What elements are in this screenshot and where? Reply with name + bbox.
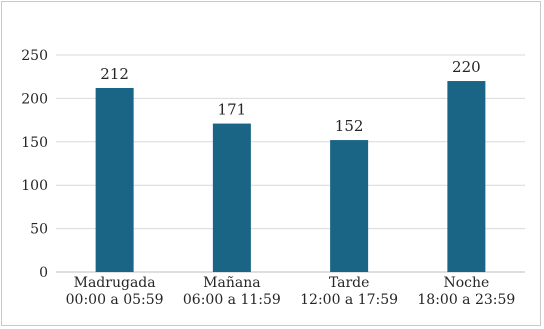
data-label: 171 bbox=[218, 101, 247, 119]
y-tick-label: 50 bbox=[30, 222, 48, 238]
bar bbox=[95, 87, 134, 272]
category-name-label: Madrugada bbox=[74, 275, 156, 291]
category-name-label: Noche bbox=[443, 275, 489, 291]
bar bbox=[330, 140, 369, 272]
y-tick-label: 150 bbox=[21, 135, 48, 151]
bar bbox=[447, 81, 486, 272]
y-tick-label: 200 bbox=[21, 91, 48, 107]
y-tick-label: 0 bbox=[39, 265, 48, 281]
data-labels: 212 171 152 220 bbox=[100, 58, 480, 135]
category-time-range-label: 18:00 a 23:59 bbox=[417, 292, 515, 308]
category-name-label: Tarde bbox=[329, 275, 370, 291]
category-time-range-label: 06:00 a 11:59 bbox=[183, 292, 281, 308]
y-tick-label: 100 bbox=[21, 178, 48, 194]
category-name-label: Mañana bbox=[203, 275, 260, 291]
gridlines bbox=[56, 54, 525, 273]
bar bbox=[212, 123, 251, 273]
data-label: 212 bbox=[100, 65, 129, 83]
y-axis-tick-labels: 0 50 100 150 200 250 bbox=[21, 48, 48, 281]
y-tick-label: 250 bbox=[21, 48, 48, 64]
category-time-range-label: 00:00 a 05:59 bbox=[66, 292, 164, 308]
category-time-range-label: 12:00 a 17:59 bbox=[300, 292, 398, 308]
bars bbox=[95, 81, 486, 273]
data-label: 220 bbox=[452, 58, 481, 76]
data-label: 152 bbox=[335, 117, 364, 135]
